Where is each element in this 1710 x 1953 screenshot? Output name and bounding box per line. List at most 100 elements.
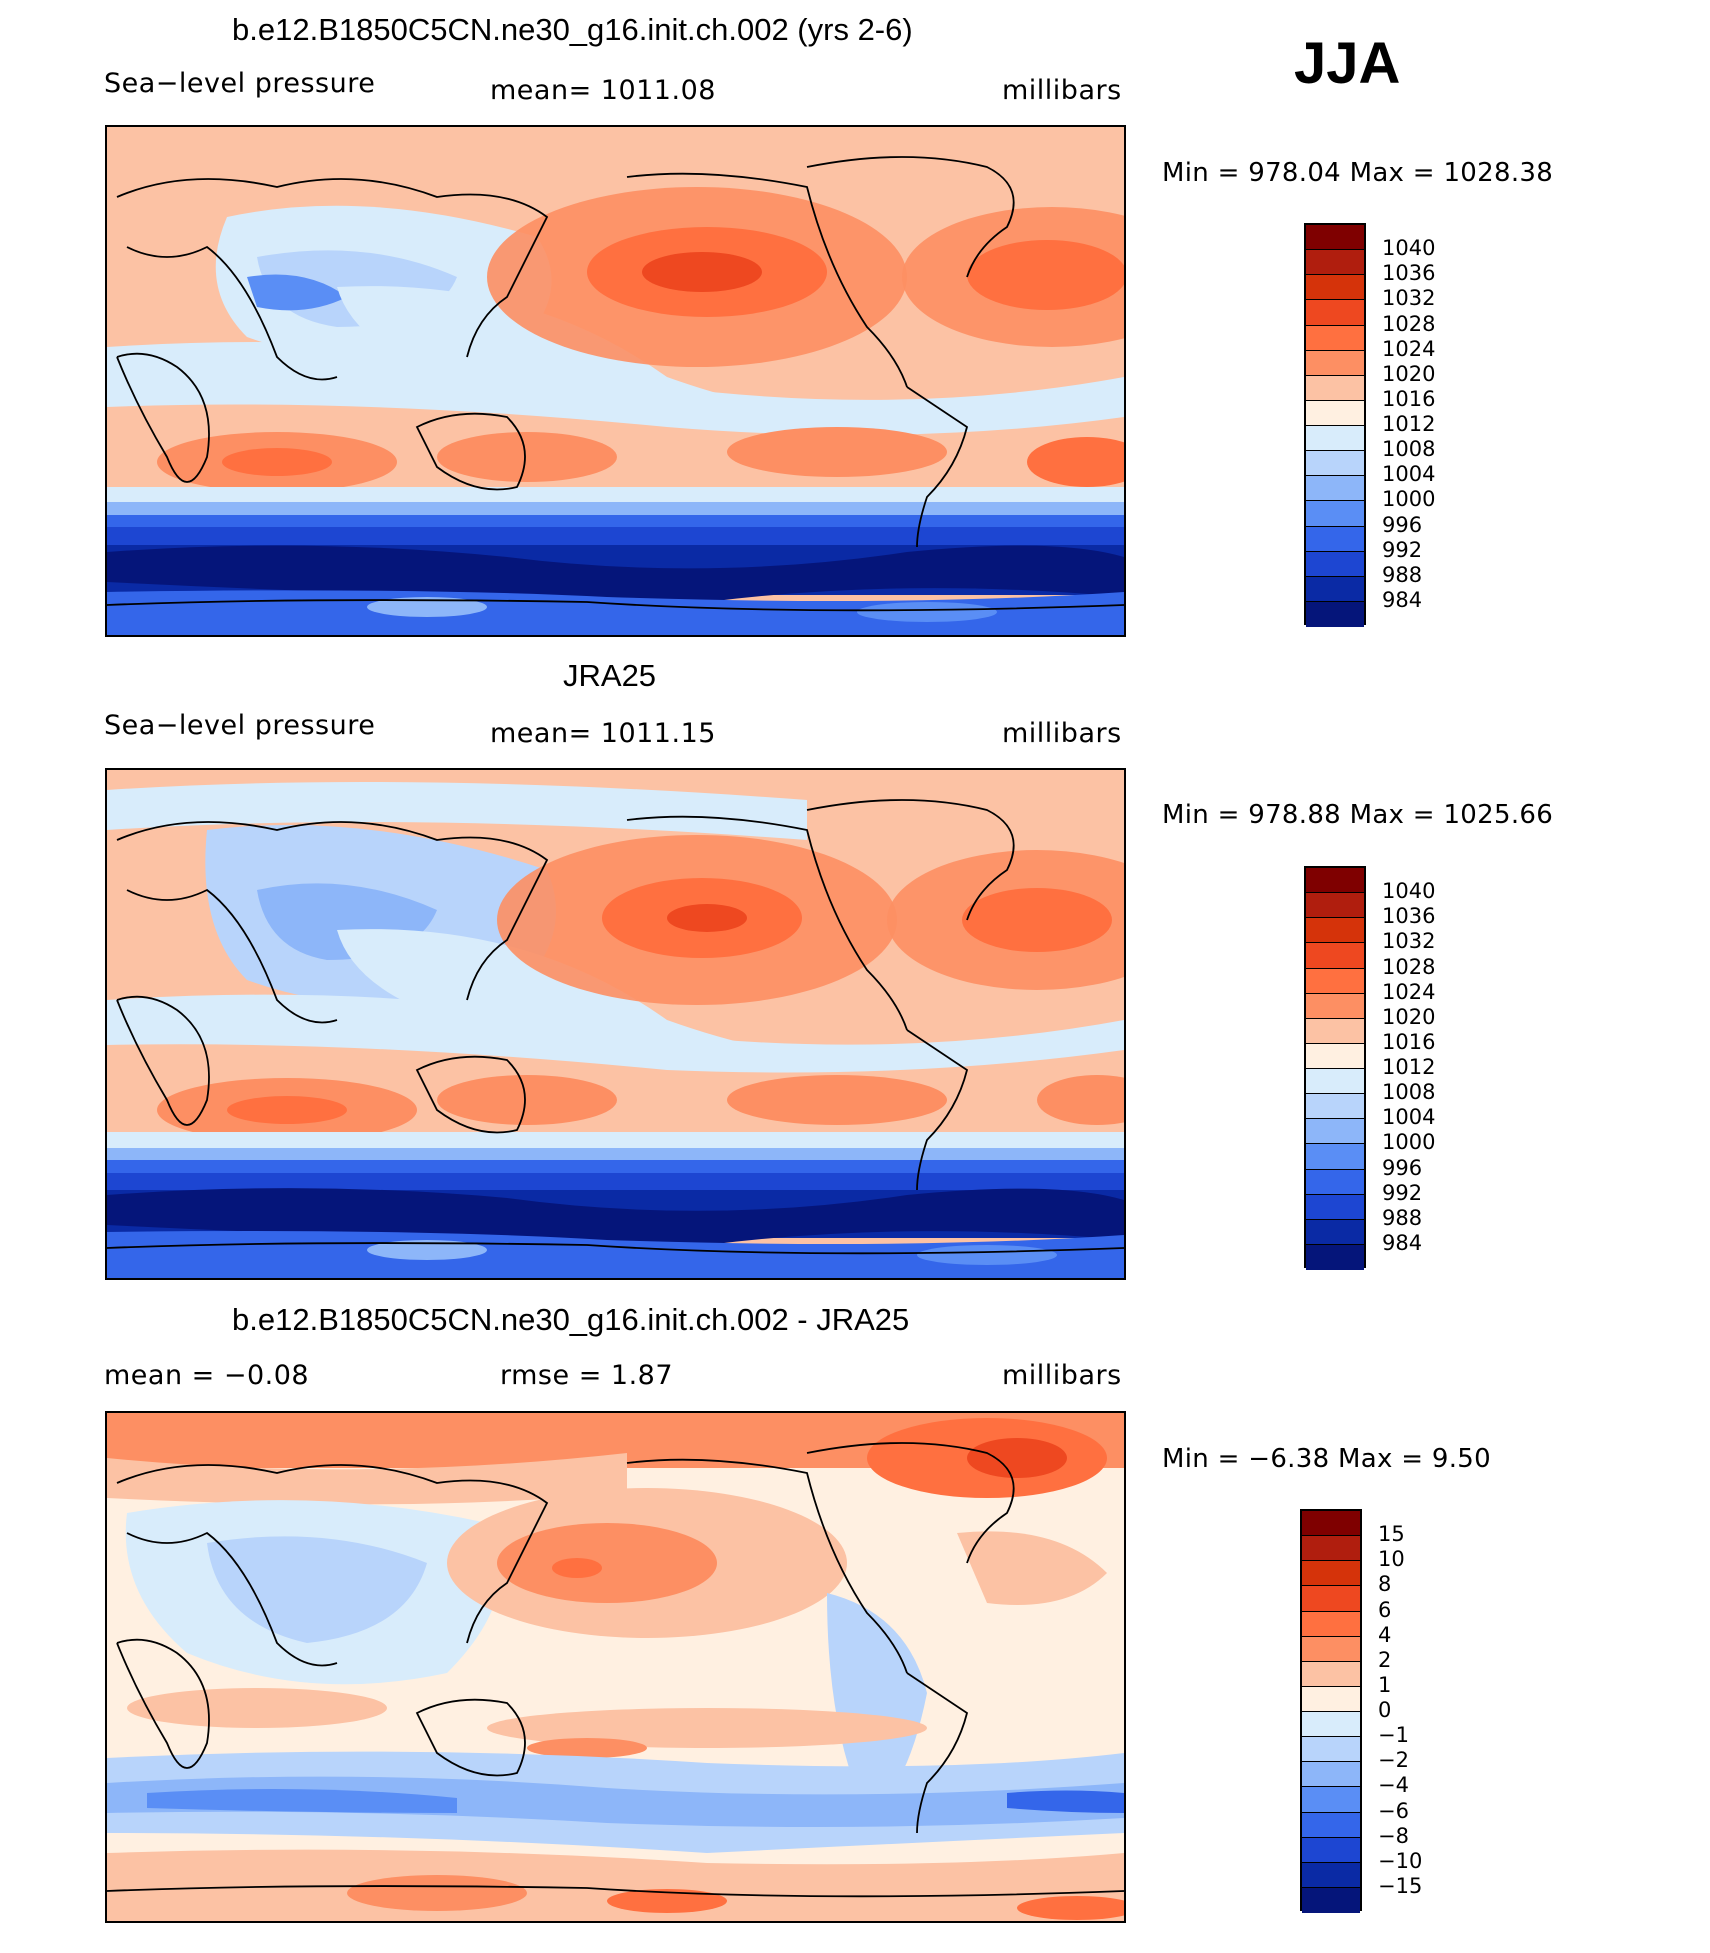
- colorbar-swatch: [1306, 400, 1364, 426]
- colorbar-swatch: [1302, 1862, 1360, 1888]
- panel-3-units-label: millibars: [1002, 1360, 1122, 1391]
- colorbar-swatch: [1306, 501, 1364, 527]
- colorbar-swatch: [1306, 300, 1364, 326]
- colorbar-tick-label: −6: [1378, 1798, 1409, 1823]
- season-label: JJA: [1294, 31, 1401, 96]
- colorbar-tick-label: 1004: [1382, 462, 1436, 487]
- colorbar-swatch: [1306, 893, 1364, 919]
- colorbar-tick-label: 1036: [1382, 904, 1436, 929]
- colorbar-swatch: [1302, 1586, 1360, 1612]
- panel-2-colorbar: [1304, 866, 1366, 1270]
- colorbar-swatch: [1302, 1511, 1360, 1537]
- colorbar-tick-label: 1024: [1382, 336, 1436, 361]
- colorbar-tick-label: 10: [1378, 1547, 1405, 1572]
- colorbar-swatch: [1306, 1069, 1364, 1095]
- colorbar-tick-label: 1040: [1382, 236, 1436, 261]
- colorbar-swatch: [1306, 868, 1364, 894]
- colorbar-swatch: [1302, 1887, 1360, 1913]
- colorbar-swatch: [1306, 993, 1364, 1019]
- colorbar-tick-label: 992: [1382, 1180, 1423, 1205]
- colorbar-tick-label: 15: [1378, 1522, 1405, 1547]
- colorbar-swatch: [1302, 1837, 1360, 1863]
- colorbar-tick-label: 1036: [1382, 261, 1436, 286]
- colorbar-tick-label: 1032: [1382, 286, 1436, 311]
- colorbar-tick-label: 1016: [1382, 1029, 1436, 1054]
- colorbar-tick-label: 1008: [1382, 437, 1436, 462]
- colorbar-tick-label: 1016: [1382, 386, 1436, 411]
- panel-1-colorbar: [1304, 223, 1366, 627]
- world-map-slp-model-icon: [107, 127, 1124, 635]
- colorbar-swatch: [1302, 1737, 1360, 1763]
- colorbar-tick-label: 1028: [1382, 954, 1436, 979]
- colorbar-swatch: [1306, 551, 1364, 577]
- panel-2-units-label: millibars: [1002, 718, 1122, 749]
- colorbar-tick-label: 1008: [1382, 1080, 1436, 1105]
- colorbar-swatch: [1306, 576, 1364, 602]
- colorbar-tick-label: 1028: [1382, 311, 1436, 336]
- colorbar-tick-label: 996: [1382, 512, 1423, 537]
- colorbar-tick-label: −2: [1378, 1748, 1409, 1773]
- colorbar-tick-label: 992: [1382, 537, 1423, 562]
- colorbar-tick-label: −10: [1378, 1848, 1423, 1873]
- world-map-slp-obs-icon: [107, 770, 1124, 1278]
- colorbar-swatch: [1302, 1787, 1360, 1813]
- colorbar-tick-label: −1: [1378, 1723, 1409, 1748]
- colorbar-swatch: [1302, 1636, 1360, 1662]
- colorbar-swatch: [1306, 426, 1364, 452]
- colorbar-swatch: [1302, 1762, 1360, 1788]
- colorbar-swatch: [1302, 1686, 1360, 1712]
- colorbar-tick-label: −15: [1378, 1873, 1423, 1898]
- colorbar-swatch: [1306, 1169, 1364, 1195]
- colorbar-swatch: [1302, 1712, 1360, 1738]
- colorbar-swatch: [1306, 476, 1364, 502]
- colorbar-swatch: [1302, 1536, 1360, 1562]
- colorbar-swatch: [1306, 968, 1364, 994]
- colorbar-tick-label: −8: [1378, 1823, 1409, 1848]
- colorbar-tick-label: 0: [1378, 1698, 1392, 1722]
- colorbar-swatch: [1306, 601, 1364, 627]
- panel-1-units-label: millibars: [1002, 75, 1122, 106]
- colorbar-swatch: [1306, 451, 1364, 477]
- colorbar-swatch: [1306, 1244, 1364, 1270]
- panel-1-mean-label: mean= 1011.08: [490, 75, 716, 106]
- colorbar-swatch: [1306, 350, 1364, 376]
- colorbar-swatch: [1306, 943, 1364, 969]
- colorbar-swatch: [1306, 325, 1364, 351]
- panel-2-mean-label: mean= 1011.15: [490, 718, 716, 749]
- colorbar-tick-label: 8: [1378, 1572, 1392, 1597]
- colorbar-tick-label: 984: [1382, 1230, 1423, 1255]
- colorbar-tick-label: 6: [1378, 1597, 1392, 1622]
- colorbar-tick-label: 2: [1378, 1647, 1392, 1672]
- panel-2-map: [105, 768, 1126, 1280]
- panel-3-map: [105, 1411, 1126, 1923]
- colorbar-swatch: [1306, 1144, 1364, 1170]
- colorbar-tick-label: 988: [1382, 562, 1423, 587]
- colorbar-swatch: [1306, 1119, 1364, 1145]
- panel-2-minmax: Min = 978.88 Max = 1025.66: [1162, 800, 1554, 830]
- colorbar-swatch: [1306, 1043, 1364, 1069]
- panel-3-title: b.e12.B1850C5CN.ne30_g16.init.ch.002 - J…: [232, 1302, 910, 1337]
- colorbar-tick-label: 1040: [1382, 879, 1436, 904]
- colorbar-tick-label: 1: [1378, 1672, 1392, 1697]
- colorbar-tick-label: 1032: [1382, 929, 1436, 954]
- panel-1-variable-label: Sea−level pressure: [104, 68, 376, 99]
- colorbar-tick-label: 1012: [1382, 412, 1436, 436]
- colorbar-tick-label: 1004: [1382, 1105, 1436, 1130]
- colorbar-swatch: [1306, 1194, 1364, 1220]
- colorbar-tick-label: 1012: [1382, 1055, 1436, 1079]
- colorbar-tick-label: 988: [1382, 1205, 1423, 1230]
- colorbar-tick-label: 4: [1378, 1622, 1392, 1647]
- colorbar-swatch: [1306, 375, 1364, 401]
- colorbar-swatch: [1302, 1661, 1360, 1687]
- colorbar-swatch: [1306, 918, 1364, 944]
- colorbar-tick-label: 1020: [1382, 361, 1436, 386]
- colorbar-swatch: [1306, 1018, 1364, 1044]
- colorbar-swatch: [1306, 1219, 1364, 1245]
- colorbar-swatch: [1306, 526, 1364, 552]
- panel-3-mean-label: mean = −0.08: [104, 1360, 310, 1391]
- panel-3-colorbar: [1300, 1509, 1362, 1913]
- panel-1-map: [105, 125, 1126, 637]
- panel-2-variable-label: Sea−level pressure: [104, 710, 376, 741]
- colorbar-swatch: [1306, 1094, 1364, 1120]
- colorbar-swatch: [1302, 1812, 1360, 1838]
